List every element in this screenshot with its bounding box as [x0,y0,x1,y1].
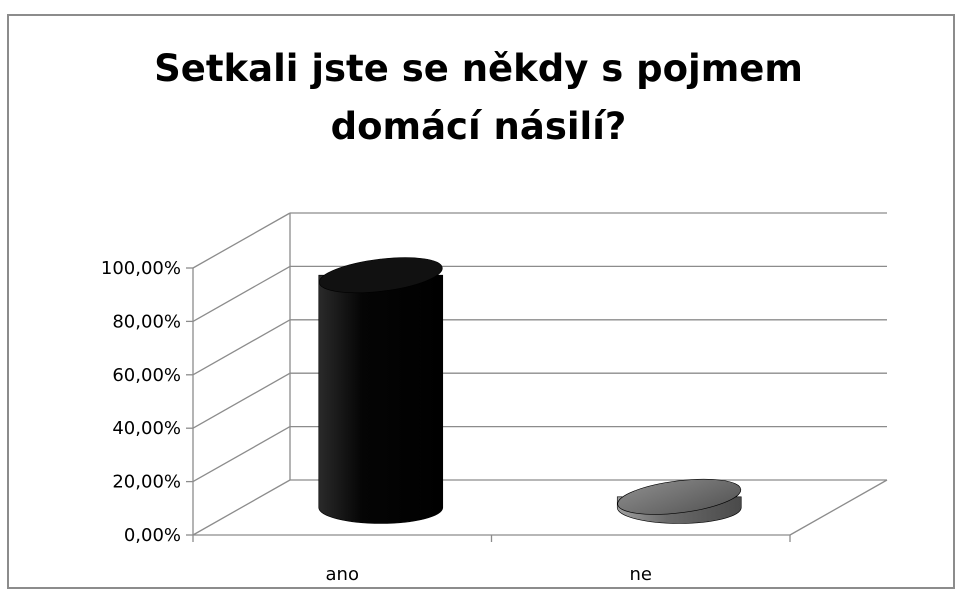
bar-ne [616,478,742,524]
bar-top [617,478,742,515]
y-tick-label: 0,00% [124,525,181,546]
y-tick-label: 100,00% [101,258,181,279]
gridline-depth [192,265,291,322]
chart-title: Setkali jste se někdy s pojmem domácí ná… [0,40,957,156]
y-tick-label: 20,00% [112,472,181,493]
gridline-depth [192,319,291,376]
y-tick-label: 60,00% [112,365,181,386]
gridline-depth [192,212,291,269]
bar-top [318,257,443,294]
gridline-depth [192,372,291,429]
gridline-depth [192,426,291,483]
gridline-depth [192,479,291,536]
floor-right-edge [789,479,888,536]
chart-title-line-1: Setkali jste se někdy s pojmem [154,47,803,90]
x-tick-label: ne [630,564,652,585]
y-tick-label: 80,00% [112,311,181,332]
chart-title-line-2: domácí násilí? [330,105,627,148]
y-tick-label: 40,00% [112,418,181,439]
x-tick-label: ano [326,564,359,585]
chart-frame [7,14,955,589]
bar-ano [318,257,444,524]
bar-body [318,274,444,524]
